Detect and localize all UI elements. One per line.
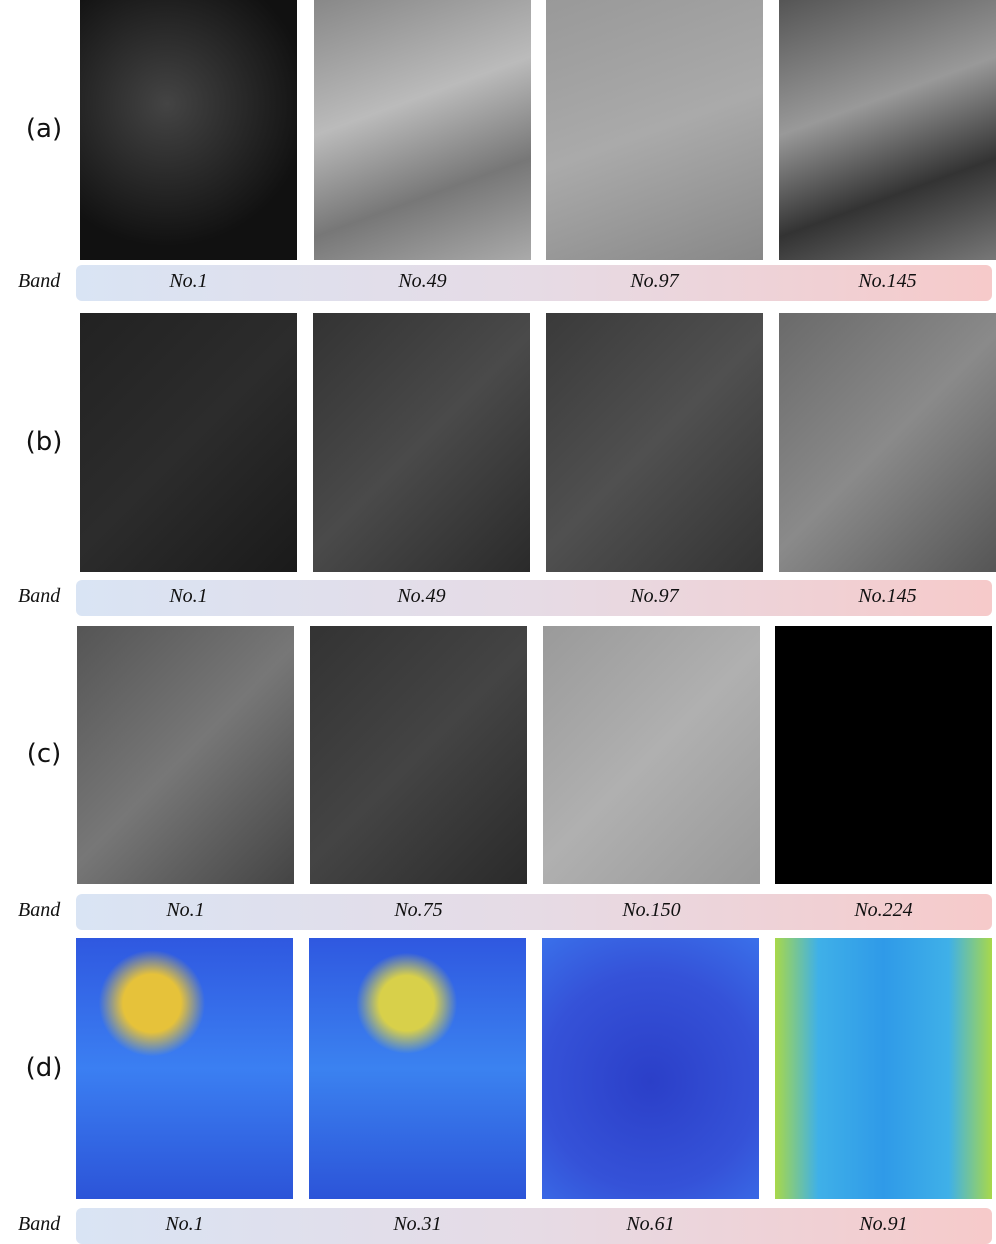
band-number: No.1 bbox=[169, 585, 208, 607]
row-label: (a) bbox=[25, 114, 63, 144]
band-number: No.97 bbox=[630, 585, 679, 607]
band-number: No.49 bbox=[397, 585, 446, 607]
band-number: No.49 bbox=[398, 270, 447, 292]
band-image bbox=[80, 0, 297, 260]
band-image bbox=[314, 0, 531, 260]
band-label: Band bbox=[18, 585, 61, 607]
band-number: No.224 bbox=[854, 899, 913, 921]
band-image bbox=[779, 0, 996, 260]
band-image bbox=[546, 0, 763, 260]
band-number: No.145 bbox=[858, 585, 917, 607]
band-image bbox=[77, 626, 294, 884]
band-image bbox=[779, 313, 996, 572]
row-label: (d) bbox=[25, 1052, 63, 1083]
band-image bbox=[313, 313, 530, 572]
band-image bbox=[543, 626, 760, 884]
row-label: (c) bbox=[26, 739, 62, 769]
band-number: No.1 bbox=[165, 1213, 204, 1235]
band-number: No.31 bbox=[393, 1213, 442, 1235]
band-number: No.75 bbox=[394, 899, 443, 921]
band-image bbox=[309, 938, 526, 1199]
band-image bbox=[76, 938, 293, 1199]
band-bar bbox=[76, 265, 992, 301]
band-image bbox=[542, 938, 759, 1199]
band-image bbox=[775, 626, 992, 884]
band-number: No.61 bbox=[626, 1213, 675, 1235]
band-image bbox=[775, 938, 992, 1199]
band-number: No.97 bbox=[630, 270, 679, 292]
band-number: No.1 bbox=[169, 270, 208, 292]
band-bar bbox=[76, 894, 992, 930]
band-image bbox=[546, 313, 763, 572]
band-label: Band bbox=[18, 899, 61, 921]
band-number: No.150 bbox=[622, 899, 681, 921]
band-image bbox=[80, 313, 297, 572]
band-label: Band bbox=[18, 1213, 61, 1235]
band-number: No.145 bbox=[858, 270, 917, 292]
band-bar bbox=[76, 580, 992, 616]
band-number: No.1 bbox=[166, 899, 205, 921]
band-bar bbox=[76, 1208, 992, 1244]
band-label: Band bbox=[18, 270, 61, 292]
row-label: (b) bbox=[25, 426, 63, 457]
band-image bbox=[310, 626, 527, 884]
band-number: No.91 bbox=[859, 1213, 908, 1235]
